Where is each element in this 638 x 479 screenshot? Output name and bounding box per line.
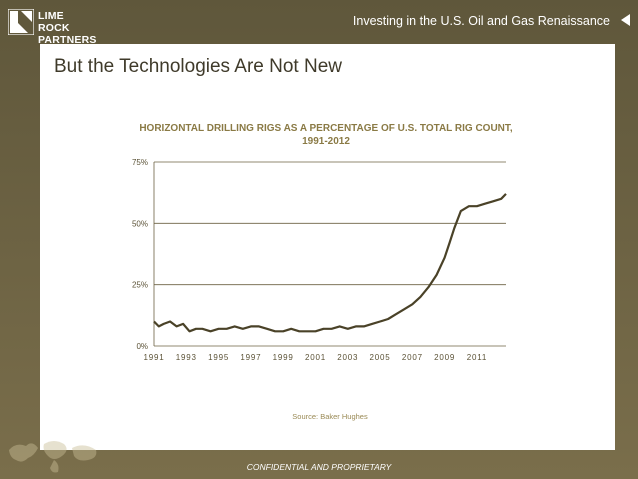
y-tick-label: 75% — [132, 158, 148, 167]
slide-title: But the Technologies Are Not New — [54, 56, 342, 77]
y-tick-label: 25% — [132, 281, 148, 290]
y-tick-label: 0% — [136, 342, 148, 351]
x-tick-label: 1995 — [208, 353, 229, 362]
world-map-decoration — [9, 441, 97, 473]
y-tick-label: 50% — [132, 219, 148, 228]
deck-title: Investing in the U.S. Oil and Gas Renais… — [352, 14, 610, 28]
line-chart: 0% 25% 50% 75% 1991 1993 1995 1997 1999 2001 2003 2… — [132, 158, 507, 362]
back-arrow-icon[interactable] — [621, 14, 630, 26]
logo-mark-icon — [8, 9, 34, 35]
content-panel: But the Technologies Are Not New HORIZON… — [40, 44, 615, 450]
logo-line2: PARTNERS — [38, 34, 97, 46]
series-line-0 — [153, 193, 507, 333]
x-tick-label: 1999 — [273, 353, 294, 362]
company-logo: LIME ROCK PARTNERS — [8, 6, 98, 46]
x-tick-label: 2001 — [305, 353, 326, 362]
x-tick-label: 1991 — [144, 353, 165, 362]
footer-confidential: CONFIDENTIAL AND PROPRIETARY — [246, 462, 392, 472]
x-tick-label: 2011 — [467, 353, 487, 362]
x-tick-label: 1997 — [240, 353, 261, 362]
x-tick-label: 2005 — [370, 353, 391, 362]
x-tick-label: 1993 — [176, 353, 197, 362]
chart-title: HORIZONTAL DRILLING RIGS AS A PERCENTAGE… — [139, 123, 513, 147]
source-note: Source: Baker Hughes — [292, 412, 368, 421]
logo-line1: LIME ROCK — [38, 10, 70, 34]
x-tick-label: 2009 — [434, 353, 455, 362]
x-tick-label: 2003 — [337, 353, 358, 362]
logo-text: LIME ROCK PARTNERS — [38, 10, 98, 46]
x-tick-label: 2007 — [402, 353, 423, 362]
